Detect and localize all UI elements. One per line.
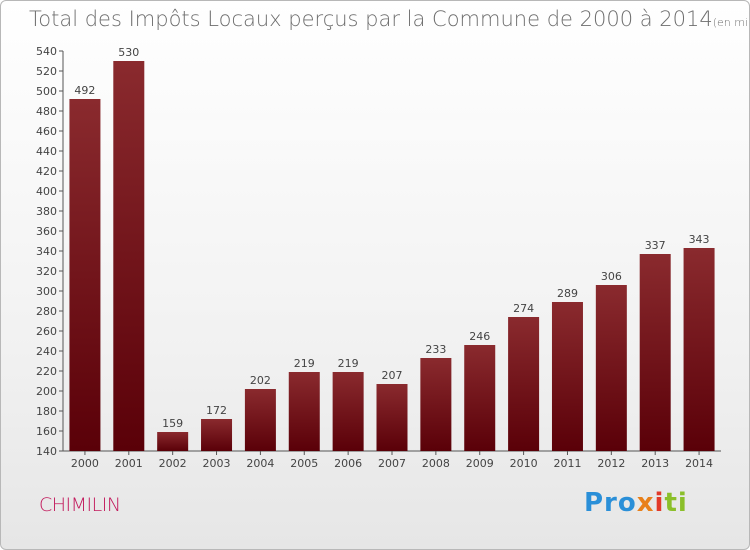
x-tick-label-2004: 2004 — [246, 457, 274, 470]
bar-2001 — [113, 61, 145, 451]
bar-2007 — [376, 384, 408, 451]
x-axis: 2000 2001 2002 2003 2004 2005 2006 2007 2008 2009… — [63, 450, 721, 470]
data-label-2004: 202 — [250, 374, 271, 387]
y-tick-label: 140 — [36, 445, 57, 458]
logo-part-4: ti — [664, 488, 688, 518]
y-axis: 140 160 180 200 220 240 260 280 300 320 340 360 380 4… — [36, 45, 64, 458]
bar-2002 — [157, 432, 189, 451]
data-label-2014: 343 — [689, 233, 710, 246]
bar-2005 — [288, 372, 320, 451]
y-tick-label: 180 — [36, 405, 57, 418]
x-tick-label-2008: 2008 — [422, 457, 450, 470]
y-tick-label: 480 — [36, 105, 57, 118]
logo-part-1: Pro — [584, 488, 637, 518]
data-label-2008: 233 — [425, 343, 446, 356]
chart-title-text: Total des Impôts Locaux perçus par la Co… — [29, 7, 713, 31]
bar-2000 — [69, 99, 101, 451]
y-tick-label: 220 — [36, 365, 57, 378]
y-tick-label: 240 — [36, 345, 57, 358]
data-label-2005: 219 — [294, 357, 315, 370]
y-tick-label: 160 — [36, 425, 57, 438]
data-label-2000: 492 — [74, 84, 95, 97]
bar-2014 — [683, 248, 715, 451]
x-tick-label-2010: 2010 — [510, 457, 538, 470]
data-label-2007: 207 — [382, 369, 403, 382]
data-label-2002: 159 — [162, 417, 183, 430]
y-tick-label: 280 — [36, 305, 57, 318]
x-tick-label-2007: 2007 — [378, 457, 406, 470]
y-tick-label: 200 — [36, 385, 57, 398]
y-tick-label: 260 — [36, 325, 57, 338]
bar-2011 — [551, 302, 583, 451]
x-tick-label-2002: 2002 — [159, 457, 187, 470]
data-label-2011: 289 — [557, 287, 578, 300]
y-tick-label: 420 — [36, 165, 57, 178]
data-label-2001: 530 — [118, 46, 139, 59]
bar-2010 — [508, 317, 540, 451]
bars — [69, 61, 715, 451]
x-tick-label-2003: 2003 — [203, 457, 231, 470]
x-tick-label-2001: 2001 — [115, 457, 143, 470]
bar-2004 — [244, 389, 276, 451]
bar-2006 — [332, 372, 364, 451]
y-tick-label: 520 — [36, 65, 57, 78]
bar-2008 — [420, 358, 452, 451]
bar-2003 — [201, 419, 233, 451]
x-tick-label-2011: 2011 — [553, 457, 581, 470]
chart-title: Total des Impôts Locaux perçus par la Co… — [29, 7, 749, 31]
x-tick-label-2009: 2009 — [466, 457, 494, 470]
logo-part-3: i — [654, 488, 665, 518]
x-tick-label-2006: 2006 — [334, 457, 362, 470]
proxiti-logo[interactable]: Proxiti — [584, 488, 688, 518]
x-tick-label-2013: 2013 — [641, 457, 669, 470]
chart-subtitle: (en milliers d'€) — [712, 16, 749, 29]
data-label-2009: 246 — [469, 330, 490, 343]
x-tick-label-2012: 2012 — [597, 457, 625, 470]
bar-2009 — [464, 345, 496, 451]
x-tick-label-2014: 2014 — [685, 457, 713, 470]
data-label-2012: 306 — [601, 270, 622, 283]
data-label-2006: 219 — [338, 357, 359, 370]
y-tick-label: 360 — [36, 225, 57, 238]
data-label-2013: 337 — [645, 239, 666, 252]
y-tick-label: 320 — [36, 265, 57, 278]
y-tick-label: 440 — [36, 145, 57, 158]
y-tick-label: 400 — [36, 185, 57, 198]
y-tick-label: 460 — [36, 125, 57, 138]
y-tick-label: 540 — [36, 45, 57, 58]
y-tick-label: 340 — [36, 245, 57, 258]
data-label-2010: 274 — [513, 302, 534, 315]
bar-2012 — [595, 285, 627, 451]
x-tick-label-2005: 2005 — [290, 457, 318, 470]
x-tick-label-2000: 2000 — [71, 457, 99, 470]
bar-labels: 492 530 159 172 202 219 219 207 233 246 274 289 306 3… — [74, 46, 709, 430]
bar-2013 — [639, 254, 671, 451]
logo-part-2: x — [636, 488, 655, 518]
y-tick-label: 380 — [36, 205, 57, 218]
y-tick-label: 500 — [36, 85, 57, 98]
y-tick-label: 300 — [36, 285, 57, 298]
commune-name: CHIMILIN — [39, 494, 121, 516]
data-label-2003: 172 — [206, 404, 227, 417]
